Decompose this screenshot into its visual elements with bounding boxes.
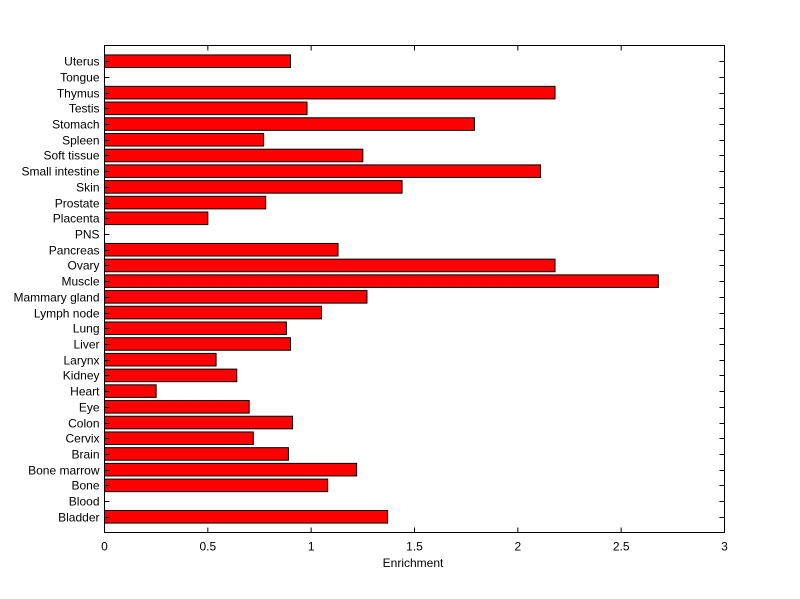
y-tick-label: Heart (70, 385, 100, 399)
bar-liver (104, 337, 291, 351)
bar-muscle (104, 274, 659, 288)
y-tick-label: Testis (69, 102, 100, 116)
y-tick-label: Ovary (67, 259, 99, 273)
y-tick-label: Eye (79, 401, 100, 415)
bar-heart (104, 384, 157, 398)
bar-soft-tissue (104, 148, 364, 163)
y-tick-label: Small intestine (21, 165, 99, 179)
y-tick-label: Placenta (53, 212, 100, 226)
bar-prostate (104, 195, 267, 210)
bars-group (104, 54, 659, 524)
y-tick-label: Prostate (55, 197, 100, 211)
x-tick-label: 0 (101, 540, 108, 554)
y-tick-label: Brain (71, 448, 99, 462)
x-tick-label: 1 (308, 540, 315, 554)
bar-mammary-gland (104, 290, 368, 304)
bar-pancreas (104, 242, 339, 257)
x-tick-label: 2.5 (613, 540, 630, 554)
bar-skin (104, 180, 403, 194)
y-tick-label: Lymph node (34, 307, 100, 321)
x-tick-label: 0.5 (199, 540, 216, 554)
bar-small-intestine (104, 164, 542, 178)
bar-bone-marrow (104, 462, 358, 477)
bar-cervix (104, 431, 254, 446)
bar-kidney (104, 368, 238, 383)
bar-bone (104, 478, 329, 493)
x-tick-label: 2 (514, 540, 521, 554)
bar-thymus (104, 85, 556, 100)
y-tick-label: Blood (69, 495, 100, 509)
y-tick-label: Stomach (52, 118, 99, 132)
bar-uterus (104, 54, 291, 68)
x-tick-label: 1.5 (406, 540, 423, 554)
y-tick-label: Cervix (65, 432, 99, 446)
bar-placenta (104, 211, 209, 226)
y-tick-label: Thymus (57, 87, 100, 101)
y-tick-label: Muscle (61, 275, 99, 289)
x-axis-label: Enrichment (383, 556, 444, 570)
y-tick-label: Larynx (63, 354, 99, 368)
bar-ovary (104, 258, 556, 273)
bar-colon (104, 415, 294, 430)
bar-lymph-node (104, 305, 322, 320)
y-tick-label: Bone (71, 479, 99, 493)
y-tick-label: Mammary gland (13, 291, 99, 305)
y-tick-label: Lung (73, 322, 100, 336)
y-tick-label: Skin (76, 181, 99, 195)
y-tick-label: Spleen (62, 134, 99, 148)
y-tick-label: Liver (73, 338, 99, 352)
y-tick-label: Pancreas (49, 244, 100, 258)
y-tick-label: Soft tissue (43, 149, 99, 163)
y-tick-label: Bone marrow (28, 464, 100, 478)
y-tick-label: Kidney (63, 369, 100, 383)
y-tick-label: Colon (68, 417, 99, 431)
y-tick-label: PNS (75, 228, 100, 242)
y-tick-label: Uterus (64, 55, 99, 69)
bar-bladder (104, 510, 389, 524)
bar-brain (104, 447, 289, 461)
y-tick-label: Bladder (58, 511, 99, 525)
bar-lung (104, 321, 287, 336)
bar-testis (104, 101, 308, 116)
bar-larynx (104, 352, 217, 367)
bar-spleen (104, 132, 265, 147)
bar-eye (104, 400, 250, 414)
x-tick-label: 3 (721, 540, 728, 554)
x-axis: 0 0.5 1 1.5 2 2.5 3 (101, 45, 728, 554)
y-tick-label: Tongue (60, 71, 100, 85)
bar-stomach (104, 117, 475, 131)
